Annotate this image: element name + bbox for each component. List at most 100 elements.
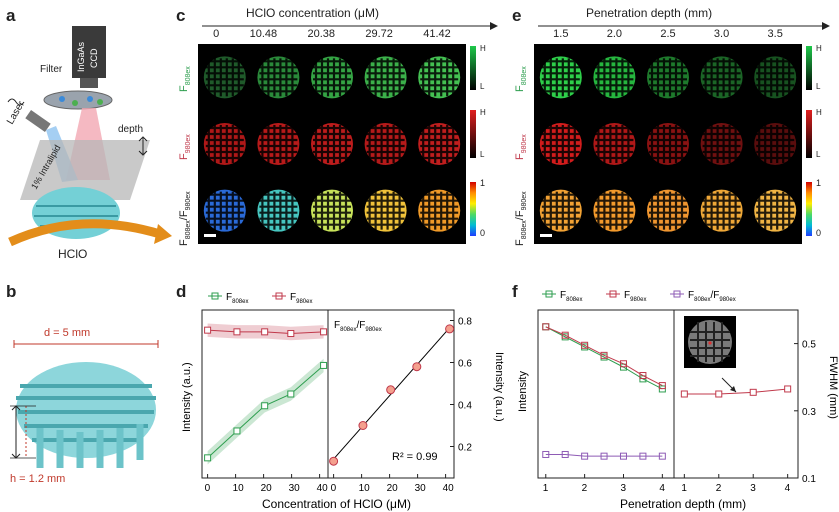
series-line [545,453,663,457]
filter-wheel [43,90,113,110]
col-label: 29.72 [365,28,393,40]
col-label: 20.38 [307,28,336,40]
intralipid-layer [20,140,150,200]
panel-label-d: d [176,282,187,301]
x-tick-label: 20 [261,483,273,494]
mesh-overlay [366,58,405,97]
data-point [233,328,241,336]
x-tick-label: 40 [317,483,329,494]
d-legend: F808ex F980ex [208,292,312,305]
data-point [542,323,550,331]
row-label-ratio: F808ex/F980ex [178,191,193,246]
x-tick-label: 3 [750,483,756,494]
mesh-overlay [259,58,298,97]
mesh-overlay [420,191,459,230]
d-right-title: F808ex/F980ex [334,320,382,333]
mesh-overlay [756,125,795,163]
col-label: 3.5 [767,28,783,40]
cb-low: L [816,82,821,91]
cb-low: L [816,150,821,159]
col-label: 2.5 [660,28,676,40]
panel-c-images [203,56,461,237]
data-point [542,323,550,331]
x-tick-label: 4 [785,483,791,494]
colorbar-red [470,110,476,158]
data-point [287,330,295,338]
data-point [715,390,723,398]
data-point [329,456,339,466]
x-tick-label: 40 [443,483,455,494]
colorbar-ratio [470,182,476,236]
mesh-overlay [649,58,687,97]
x-tick-label: 2 [716,483,722,494]
f-right-ylabel: FWHM (mm) [827,356,839,419]
f-xlabel: Penetration depth (mm) [620,497,746,511]
y-tick-label: 0.3 [802,407,816,418]
depth-label: depth [118,124,143,135]
data-point [320,361,328,369]
panel-c-image-grid [198,44,466,244]
panel-c-column-labels: 0 10.48 20.38 29.72 41.42 [198,28,466,40]
data-point [233,427,241,435]
ccd-camera [72,26,106,78]
cb-low: L [480,150,485,159]
error-band [207,358,324,465]
y-tick-label: 0.4 [458,401,472,412]
y-tick-label: 0.6 [458,359,472,370]
panel-label-c: c [176,6,186,25]
panel-f-charts: F808ex F980ex F808ex/F980ex Intensity FW… [517,290,839,511]
data-point [600,452,608,460]
scale-bar [204,234,216,237]
panel-e-image-grid [534,44,802,244]
x-tick-label: 0 [331,483,337,494]
y-tick-label: 0.2 [458,443,472,454]
panel-label-f: f [512,282,518,301]
x-tick-label: 30 [289,483,301,494]
col-label: 41.42 [423,28,451,40]
height-label: h = 1.2 mm [10,473,65,485]
cb-high: 1 [816,178,822,188]
data-point [261,328,269,336]
colorbar-green [806,46,812,90]
svg-text:F808ex/F980ex: F808ex/F980ex [688,290,736,303]
mesh-overlay [649,125,687,163]
f-legend: F808ex F980ex F808ex/F980ex [542,290,736,303]
cb-high: H [480,108,486,117]
x-tick-label: 30 [415,483,427,494]
col-label: 0 [213,28,220,40]
x-tick-label: 1 [681,483,687,494]
d-xlabel: Concentration of HClO (μM) [262,497,411,511]
svg-text:F808ex: F808ex [560,290,582,303]
x-tick-label: 3 [620,483,626,494]
mesh-overlay [366,125,405,163]
data-point [561,450,569,458]
row-label-980: F980ex [514,134,529,160]
mesh-overlay [205,58,244,97]
mesh-overlay [205,191,244,230]
diameter-label: d = 5 mm [44,327,90,339]
x-tick-label: 10 [233,483,245,494]
mesh-overlay [702,191,741,230]
data-point [749,388,757,396]
panel-e-images [539,56,797,237]
x-tick-label: 1 [543,483,549,494]
camera-label-ingaas: InGaAs [76,41,86,72]
cb-low: 0 [816,228,822,238]
mesh-overlay [541,191,580,230]
mesh-overlay [702,58,741,97]
data-point [600,351,608,359]
data-point [680,390,688,398]
data-point [639,372,647,380]
col-label: 10.48 [249,28,278,40]
d-right-axes [327,309,455,479]
data-point [386,385,396,395]
panel-d-charts: F808ex F980ex F808ex/F980ex Intensity (a… [181,292,505,511]
data-point [287,390,295,398]
data-point [619,360,627,368]
mesh-overlay [259,191,298,230]
cb-high: H [816,108,822,117]
colorbar-green [470,46,476,90]
data-point [619,452,627,460]
row-label-980: F980ex [178,134,193,160]
data-point [204,454,212,462]
